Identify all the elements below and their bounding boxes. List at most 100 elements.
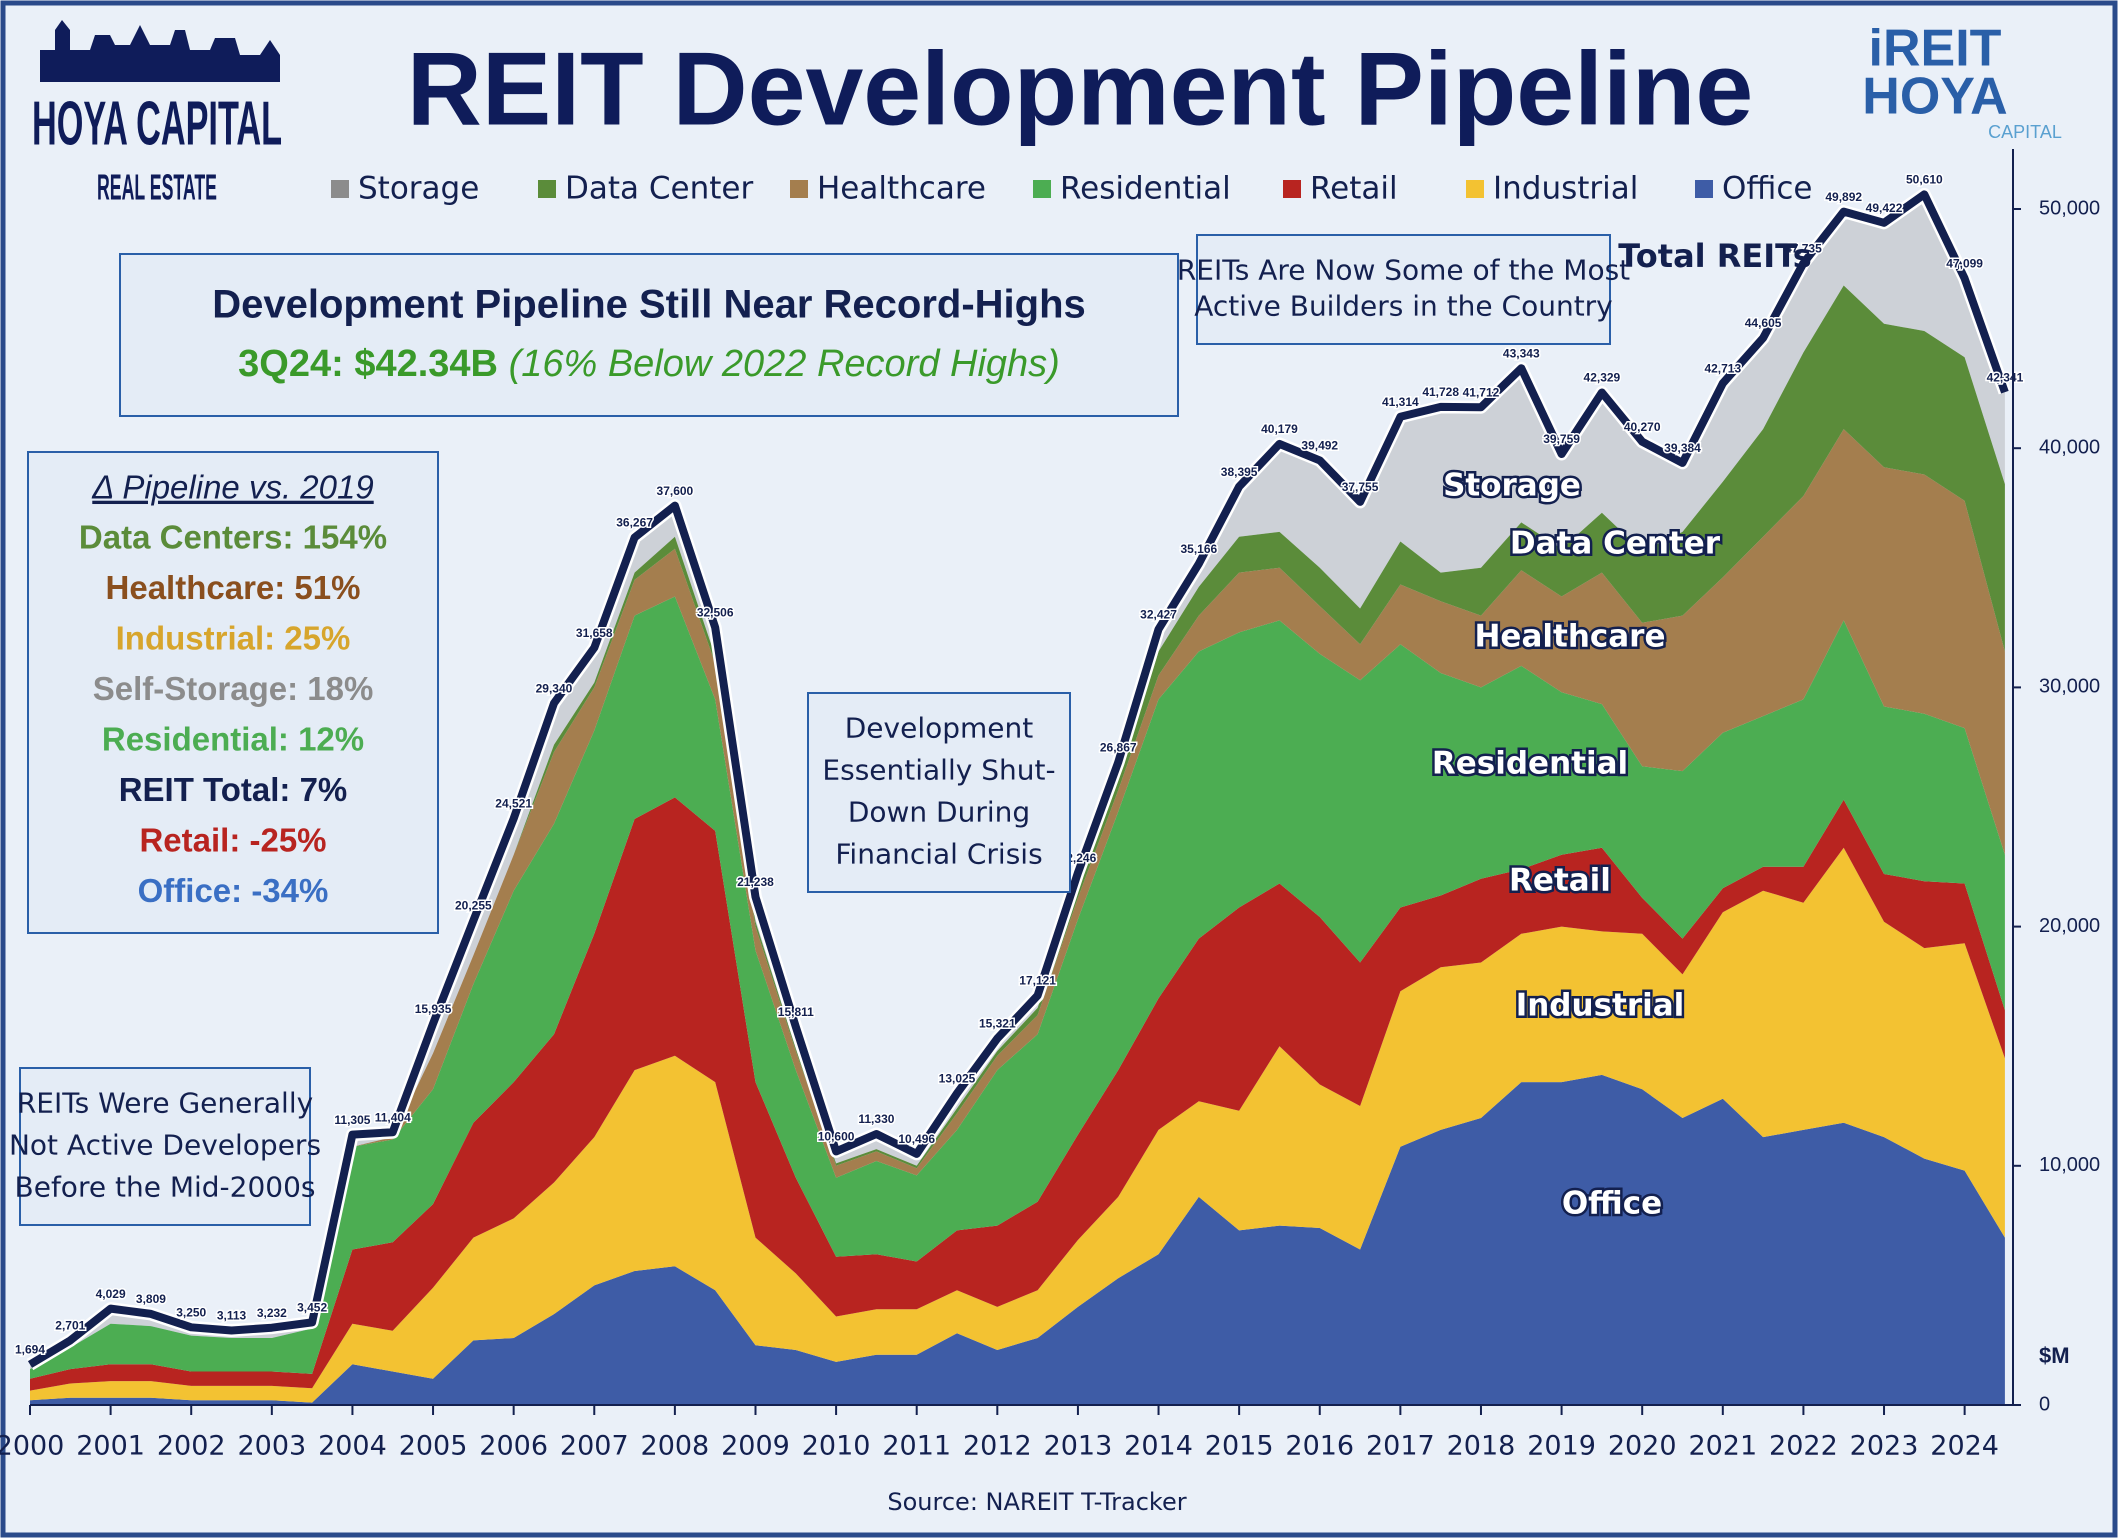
x-tick-label: 2010 [802, 1431, 871, 1462]
y-tick-label: 30,000 [2039, 676, 2100, 698]
legend-swatch [1695, 180, 1713, 198]
data-label: 36,267 [616, 516, 653, 530]
logo-right: HOYA [1862, 68, 2007, 126]
legend-label: Industrial [1493, 171, 1638, 207]
delta-item: Industrial: 25% [116, 620, 351, 657]
data-label: 44,605 [1745, 316, 1782, 330]
data-label: 39,492 [1301, 439, 1338, 453]
data-label: 32,506 [697, 606, 734, 620]
y-tick-label: 20,000 [2039, 915, 2100, 937]
x-tick-label: 2022 [1769, 1431, 1838, 1462]
series-label: Retail [1509, 863, 1611, 899]
note-line: REITs Are Now Some of the Most [1177, 254, 1630, 287]
x-tick-label: 2000 [0, 1431, 64, 1462]
legend-swatch [538, 180, 556, 198]
legend-label: Storage [358, 171, 479, 207]
data-label: 31,658 [576, 626, 613, 640]
legend-swatch [1466, 180, 1484, 198]
data-label: 10,600 [818, 1130, 855, 1144]
logo-left: REAL ESTATE [97, 167, 217, 208]
headline-value: 3Q24: $42.34B [238, 343, 498, 385]
data-label: 11,404 [375, 1110, 411, 1124]
overlay: 1,694 2,701 4,029 3,809 3,250 3,113 3,232 3,452… [0, 20, 2100, 1516]
logo-left: HOYA CAPITAL [32, 89, 282, 158]
y-unit: $M [2039, 1343, 2070, 1368]
legend-label: Office [1722, 171, 1813, 207]
x-tick-label: 2023 [1850, 1431, 1919, 1462]
x-tick-label: 2014 [1124, 1431, 1193, 1462]
x-tick-label: 2005 [399, 1431, 468, 1462]
note-line: Financial Crisis [835, 838, 1042, 871]
data-label: 47,735 [1785, 241, 1822, 255]
note-line: Before the Mid-2000s [15, 1171, 316, 1204]
x-tick-label: 2012 [963, 1431, 1032, 1462]
title: REIT Development Pipeline [407, 31, 1754, 147]
y-tick-label: 10,000 [2039, 1154, 2100, 1176]
delta-item: Office: -34% [138, 872, 329, 909]
delta-item: Healthcare: 51% [106, 569, 361, 606]
data-label: 32,427 [1140, 608, 1177, 622]
data-label: 21,238 [737, 875, 774, 889]
data-label: 50,610 [1906, 173, 1943, 187]
series-label: Data Center [1510, 526, 1721, 562]
note-line: Development [845, 712, 1034, 745]
area [30, 285, 2005, 1370]
delta-item: Retail: -25% [139, 822, 326, 859]
legend-swatch [1033, 180, 1051, 198]
x-tick-label: 2024 [1930, 1431, 1999, 1462]
area [30, 596, 2005, 1379]
x-tick-label: 2009 [721, 1431, 790, 1462]
x-tick-label: 2019 [1527, 1431, 1596, 1462]
annotation-box [19, 1067, 311, 1226]
x-tick-label: 2003 [237, 1431, 306, 1462]
data-label: 42,341 [1987, 370, 2024, 384]
headline-sub: 3Q24: $42.34B (16% Below 2022 Record Hig… [238, 343, 1060, 385]
data-label: 42,329 [1584, 371, 1621, 385]
data-label: 38,395 [1221, 465, 1258, 479]
source: Source: NAREIT T-Tracker [887, 1488, 1186, 1516]
data-label: 17,121 [1019, 974, 1056, 988]
data-label: 4,029 [96, 1287, 126, 1301]
data-label: 3,113 [217, 1309, 247, 1323]
data-label: 24,521 [495, 797, 532, 811]
x-tick-label: 2021 [1688, 1431, 1757, 1462]
x-tick-label: 2011 [882, 1431, 951, 1462]
note-line: REITs Were Generally [17, 1087, 313, 1120]
annotation-box [119, 253, 1179, 417]
area [30, 797, 2005, 1391]
delta-item: Residential: 12% [102, 721, 364, 758]
data-label: 29,340 [536, 681, 573, 695]
legend-label: Healthcare [817, 171, 986, 207]
data-label: 15,811 [778, 1005, 814, 1019]
annotation-box [27, 451, 439, 934]
data-label: 35,166 [1180, 542, 1217, 556]
legend-label: Residential [1060, 171, 1231, 207]
data-label: 39,759 [1543, 432, 1580, 446]
data-label: 49,892 [1825, 190, 1862, 204]
data-label: 2,701 [55, 1319, 85, 1333]
series-label: Industrial [1516, 988, 1685, 1024]
data-label: 1,694 [15, 1343, 45, 1357]
x-tick-label: 2006 [479, 1431, 548, 1462]
data-label: 26,867 [1100, 741, 1137, 755]
delta-item: REIT Total: 7% [119, 771, 348, 808]
data-label: 3,250 [176, 1305, 206, 1319]
annotation-box [807, 692, 1071, 893]
area [30, 847, 2005, 1403]
delta-item: Data Centers: 154% [79, 519, 387, 556]
x-tick-label: 2007 [560, 1431, 629, 1462]
note-line: Active Builders in the Country [1194, 290, 1613, 323]
y-tick-label: 50,000 [2039, 197, 2100, 219]
data-label: 41,728 [1422, 385, 1459, 399]
data-label: 20,255 [455, 899, 492, 913]
data-label: 40,270 [1624, 420, 1661, 434]
data-label: 41,712 [1463, 385, 1500, 399]
data-label: 43,343 [1503, 346, 1540, 360]
data-label: 37,600 [657, 484, 694, 498]
delta-item: Self-Storage: 18% [93, 670, 374, 707]
annotation-box [1196, 234, 1611, 345]
legend-label: Data Center [565, 171, 753, 207]
x-tick-label: 2015 [1205, 1431, 1274, 1462]
data-label: 42,713 [1704, 361, 1741, 375]
total-line [27, 190, 2009, 1368]
